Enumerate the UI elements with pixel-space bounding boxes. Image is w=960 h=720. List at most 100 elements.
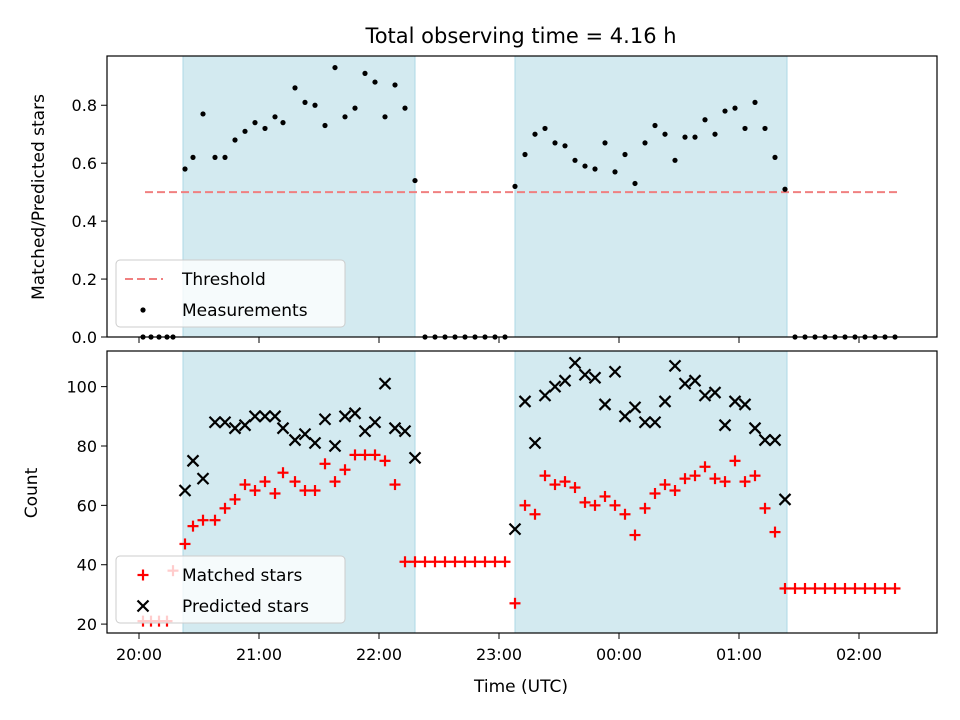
- measurements-point: [662, 131, 668, 137]
- predicted-stars-point: [328, 439, 342, 453]
- matched-stars-point: [229, 493, 241, 505]
- x-axis-label: Time (UTC): [473, 677, 568, 697]
- matched-stars-point: [779, 582, 791, 594]
- predicted-stars-point: [708, 386, 722, 399]
- predicted-stars-point-b: [668, 359, 682, 373]
- top-axes-frame: [106, 55, 938, 338]
- measurements-point: [512, 183, 518, 189]
- predicted-stars-point-b: [678, 377, 692, 390]
- matched-stars-point: [749, 470, 761, 482]
- matched-stars-point: [589, 499, 601, 511]
- predicted-stars-point: [758, 433, 772, 447]
- bottom-legend-box: [115, 555, 346, 624]
- predicted-stars-point: [648, 415, 662, 429]
- predicted-stars-point: [668, 359, 682, 373]
- predicted-stars-point-b: [648, 415, 662, 429]
- predicted-stars-point-b: [358, 424, 372, 438]
- predicted-stars-point-b: [518, 395, 532, 408]
- predicted-stars-point-b: [608, 365, 622, 379]
- matched-stars-point: [509, 597, 521, 609]
- predicted-stars-point: [748, 421, 762, 435]
- measurements-point: [182, 166, 188, 172]
- measurements-point: [612, 169, 618, 175]
- matched-stars-point: [489, 556, 501, 568]
- measurements-point: [272, 114, 278, 120]
- measurements-point: [212, 154, 218, 160]
- matched-stars-point: [197, 514, 209, 526]
- matched-stars-point: [449, 556, 461, 568]
- top-series: [140, 64, 899, 340]
- measurements-point: [342, 114, 348, 120]
- predicted-stars-point: [688, 374, 702, 387]
- measurements-point: [522, 151, 528, 158]
- predicted-stars-point: [568, 356, 582, 370]
- matched-stars-point: [759, 502, 771, 514]
- matched-stars-point: [859, 582, 871, 594]
- predicted-stars-point-b: [338, 410, 352, 423]
- measurements-point: [322, 122, 328, 129]
- figure-title: Total observing time = 4.16 h: [364, 24, 676, 48]
- predicted-stars-point-b: [738, 398, 752, 411]
- matched-stars-point: [409, 556, 421, 568]
- measurements-point: [642, 140, 648, 146]
- measurements-point: [752, 99, 758, 105]
- predicted-stars-point: [196, 472, 210, 485]
- top-y-tick-label: 0.6: [72, 154, 97, 173]
- predicted-stars-point: [578, 368, 592, 382]
- matched-stars-point: [729, 455, 741, 467]
- legend-swatch-predicted-stars: [136, 599, 150, 613]
- matched-stars-point: [349, 449, 361, 461]
- bottom-y-axis-label: Count: [22, 467, 42, 518]
- predicted-stars-point: [738, 398, 752, 411]
- matched-stars-point: [179, 538, 191, 550]
- predicted-stars-point-b: [528, 436, 542, 450]
- matched-stars-point: [499, 556, 511, 568]
- measurements-point: [672, 157, 678, 163]
- matched-stars-point: [529, 508, 541, 520]
- predicted-stars-point: [528, 436, 542, 450]
- top-panel: 0.00.20.40.60.8 Matched/Predicted stars …: [29, 55, 938, 347]
- predicted-stars-point-b: [218, 415, 232, 429]
- predicted-stars-point: [348, 407, 362, 420]
- predicted-stars-point-b: [388, 421, 402, 435]
- top-legend-box: [115, 259, 346, 328]
- predicted-stars-point-b: [288, 433, 302, 447]
- bottom-y-tick-label: 20: [77, 615, 97, 634]
- predicted-stars-point: [276, 421, 290, 435]
- top-shaded-interval-1: [514, 55, 788, 338]
- legend-swatch-matched-stars: [137, 569, 149, 581]
- legend-swatch-measurements: [140, 307, 146, 313]
- measurements-point: [552, 140, 558, 146]
- x-tick-label: 02:00: [836, 645, 882, 664]
- matched-stars-point: [659, 479, 671, 491]
- measurements-point: [332, 64, 338, 71]
- matched-stars-point: [549, 479, 561, 491]
- matched-stars-point: [809, 582, 821, 594]
- measurements-point: [562, 143, 568, 149]
- measurements-point: [702, 117, 708, 123]
- matched-stars-point: [289, 476, 301, 488]
- predicted-stars-point: [518, 395, 532, 408]
- legend-label-matched-stars: Matched stars: [182, 566, 302, 586]
- predicted-stars-point-b: [408, 451, 422, 465]
- measurements-point: [352, 105, 358, 111]
- matched-stars-point: [277, 467, 289, 479]
- predicted-stars-point-b: [708, 386, 722, 399]
- matched-stars-point: [259, 476, 271, 488]
- matched-stars-point: [679, 473, 691, 485]
- measurements-point: [362, 70, 368, 76]
- matched-stars-point: [459, 556, 471, 568]
- bottom-panel: 20 40 60 80 100 20:00 21:00 22:00 23:00 00:00 01:0…: [22, 350, 938, 697]
- predicted-stars-point: [268, 410, 282, 423]
- matched-stars-point: [649, 487, 661, 499]
- measurements-point: [262, 125, 268, 132]
- predicted-stars-point-b: [378, 377, 392, 390]
- matched-stars-point: [339, 464, 351, 476]
- measurements-point: [292, 85, 298, 91]
- top-y-tick-label: 0.0: [72, 328, 97, 347]
- predicted-stars-point-b: [318, 412, 332, 426]
- measurements-point: [652, 122, 658, 129]
- measurements-point: [392, 82, 398, 88]
- legend-swatch-predicted-stars-b: [136, 599, 150, 613]
- predicted-stars-point-b: [208, 415, 222, 429]
